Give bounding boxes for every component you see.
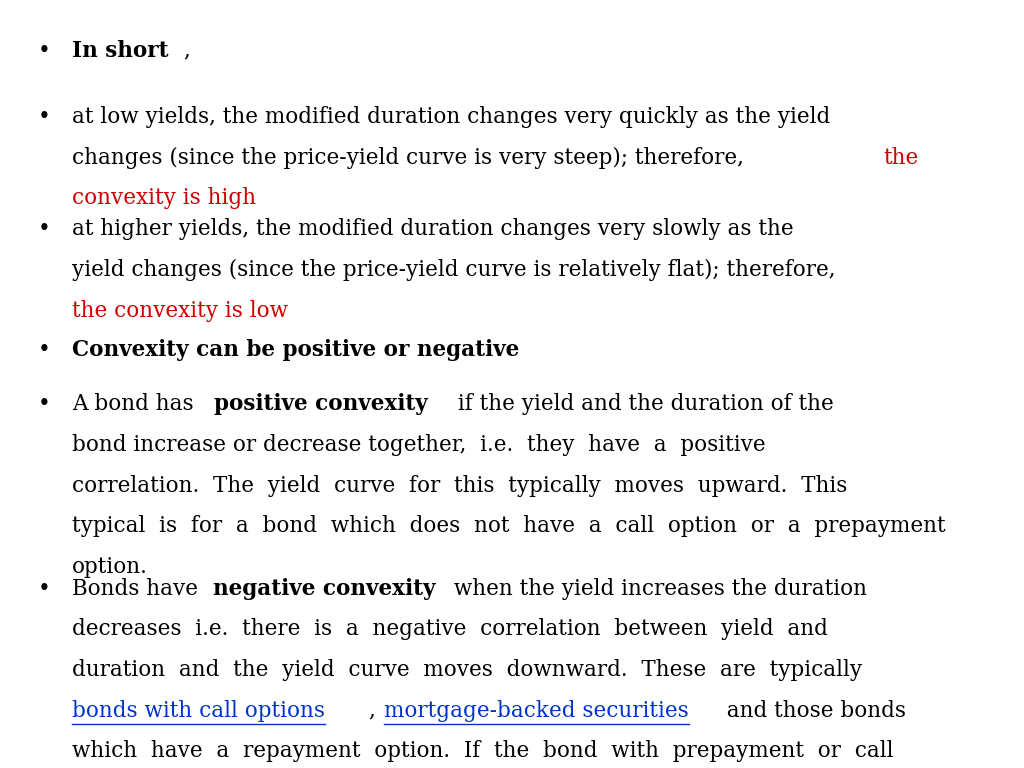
Text: when the yield increases the duration: when the yield increases the duration <box>447 578 867 600</box>
Text: Convexity can be positive or negative: Convexity can be positive or negative <box>72 339 519 362</box>
Text: duration  and  the  yield  curve  moves  downward.  These  are  typically: duration and the yield curve moves downw… <box>72 659 862 681</box>
Text: correlation.  The  yield  curve  for  this  typically  moves  upward.  This: correlation. The yield curve for this ty… <box>72 475 847 497</box>
Text: negative convexity: negative convexity <box>213 578 435 600</box>
Text: if the yield and the duration of the: if the yield and the duration of the <box>451 393 834 415</box>
Text: mortgage-backed securities: mortgage-backed securities <box>384 700 689 722</box>
Text: convexity is high: convexity is high <box>72 187 256 210</box>
Text: •: • <box>38 339 50 362</box>
Text: the: the <box>884 147 919 169</box>
Text: Bonds have: Bonds have <box>72 578 205 600</box>
Text: at low yields, the modified duration changes very quickly as the yield: at low yields, the modified duration cha… <box>72 106 829 128</box>
Text: •: • <box>38 218 50 240</box>
Text: yield changes (since the price-yield curve is relatively flat); therefore,: yield changes (since the price-yield cur… <box>72 259 836 281</box>
Text: •: • <box>38 393 50 415</box>
Text: ,: , <box>183 40 190 62</box>
Text: and those bonds: and those bonds <box>713 700 905 722</box>
Text: bond increase or decrease together,  i.e.  they  have  a  positive: bond increase or decrease together, i.e.… <box>72 434 765 456</box>
Text: positive convexity: positive convexity <box>214 393 428 415</box>
Text: changes (since the price-yield curve is very steep); therefore,: changes (since the price-yield curve is … <box>72 147 751 169</box>
Text: the convexity is low: the convexity is low <box>72 300 288 322</box>
Text: bonds with call options: bonds with call options <box>72 700 325 722</box>
Text: •: • <box>38 578 50 600</box>
Text: A bond has: A bond has <box>72 393 200 415</box>
Text: typical  is  for  a  bond  which  does  not  have  a  call  option  or  a  prepa: typical is for a bond which does not hav… <box>72 515 945 538</box>
Text: ,: , <box>369 700 389 722</box>
Text: option.: option. <box>72 556 147 578</box>
Text: In short: In short <box>72 40 168 62</box>
Text: decreases  i.e.  there  is  a  negative  correlation  between  yield  and: decreases i.e. there is a negative corre… <box>72 618 827 641</box>
Text: which  have  a  repayment  option.  If  the  bond  with  prepayment  or  call: which have a repayment option. If the bo… <box>72 740 893 763</box>
Text: at higher yields, the modified duration changes very slowly as the: at higher yields, the modified duration … <box>72 218 794 240</box>
Text: •: • <box>38 40 50 62</box>
Text: •: • <box>38 106 50 128</box>
